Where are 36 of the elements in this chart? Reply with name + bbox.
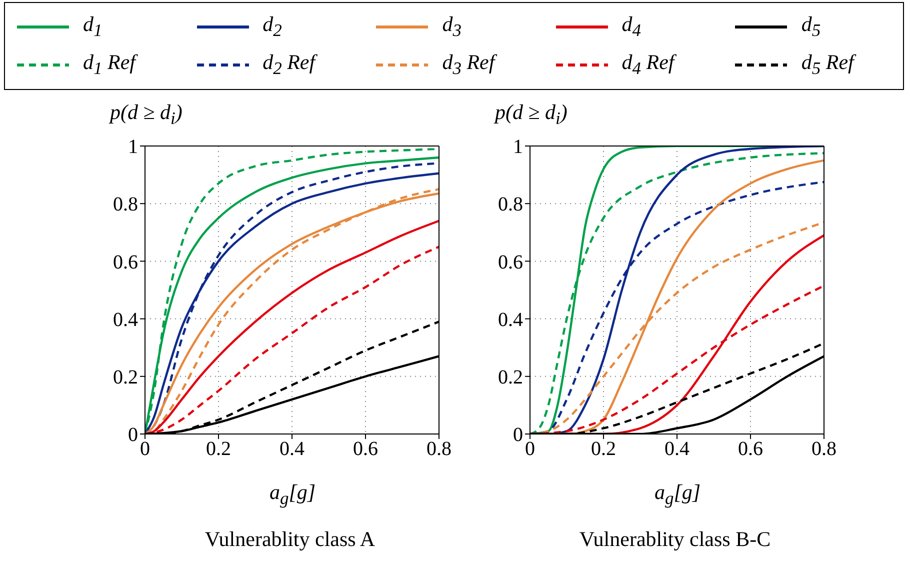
x-axis-title: a$_{g}$[g] <box>654 480 701 508</box>
text: Vulnerablity class A <box>204 527 376 551</box>
x-tick-label: 0.6 <box>353 438 378 460</box>
y-tick-label: 0.6 <box>113 251 138 274</box>
x-axis-title: a$_{g}$[g] <box>269 480 316 508</box>
legend-label: d$_{4}$ Ref <box>622 50 674 80</box>
x-tick-label: 0.8 <box>426 438 452 460</box>
y-tick-label: 0 <box>128 424 138 446</box>
y-tick-label: 0.2 <box>498 366 523 388</box>
legend-label: d$_{2}$ Ref <box>262 50 316 80</box>
legend-label: d$_{1}$ <box>83 12 102 42</box>
legend-label: d$_{4}$ <box>622 12 642 42</box>
legend-label: d$_{5}$ <box>801 12 821 42</box>
x-tick-label: 0.2 <box>206 438 231 460</box>
legend-label: d$_{3}$ Ref <box>442 50 495 80</box>
legend-label: d$_{1}$ Ref <box>83 50 136 80</box>
y-tick-label: 0.8 <box>113 194 138 216</box>
y-tick-label: 0.4 <box>113 308 138 331</box>
y-axis-title: p(d ≥ d$_{i}$) <box>495 100 568 128</box>
x-tick-label: 0.4 <box>664 438 690 460</box>
x-tick-label: 0.2 <box>591 438 616 460</box>
legend-label: d$_{3}$ <box>442 12 462 42</box>
x-tick-label: 0.6 <box>738 438 763 460</box>
y-tick-label: 0.4 <box>498 308 523 331</box>
y-tick-label: 0.2 <box>113 366 138 388</box>
y-tick-label: 0 <box>513 424 523 446</box>
y-tick-label: 0.6 <box>498 251 523 274</box>
y-axis-title: p(d ≥ d$_{i}$) <box>110 100 182 128</box>
x-tick-label: 0.8 <box>812 438 836 460</box>
text: Vulnerablity class B-C <box>579 527 771 551</box>
y-tick-label: 0.8 <box>498 194 523 216</box>
y-tick-label: 1 <box>513 136 523 158</box>
y-tick-label: 1 <box>128 136 138 158</box>
legend-label: d$_{2}$ <box>262 12 282 42</box>
legend-label: d$_{5}$ Ref <box>801 50 854 80</box>
x-tick-label: 0.4 <box>280 438 304 460</box>
